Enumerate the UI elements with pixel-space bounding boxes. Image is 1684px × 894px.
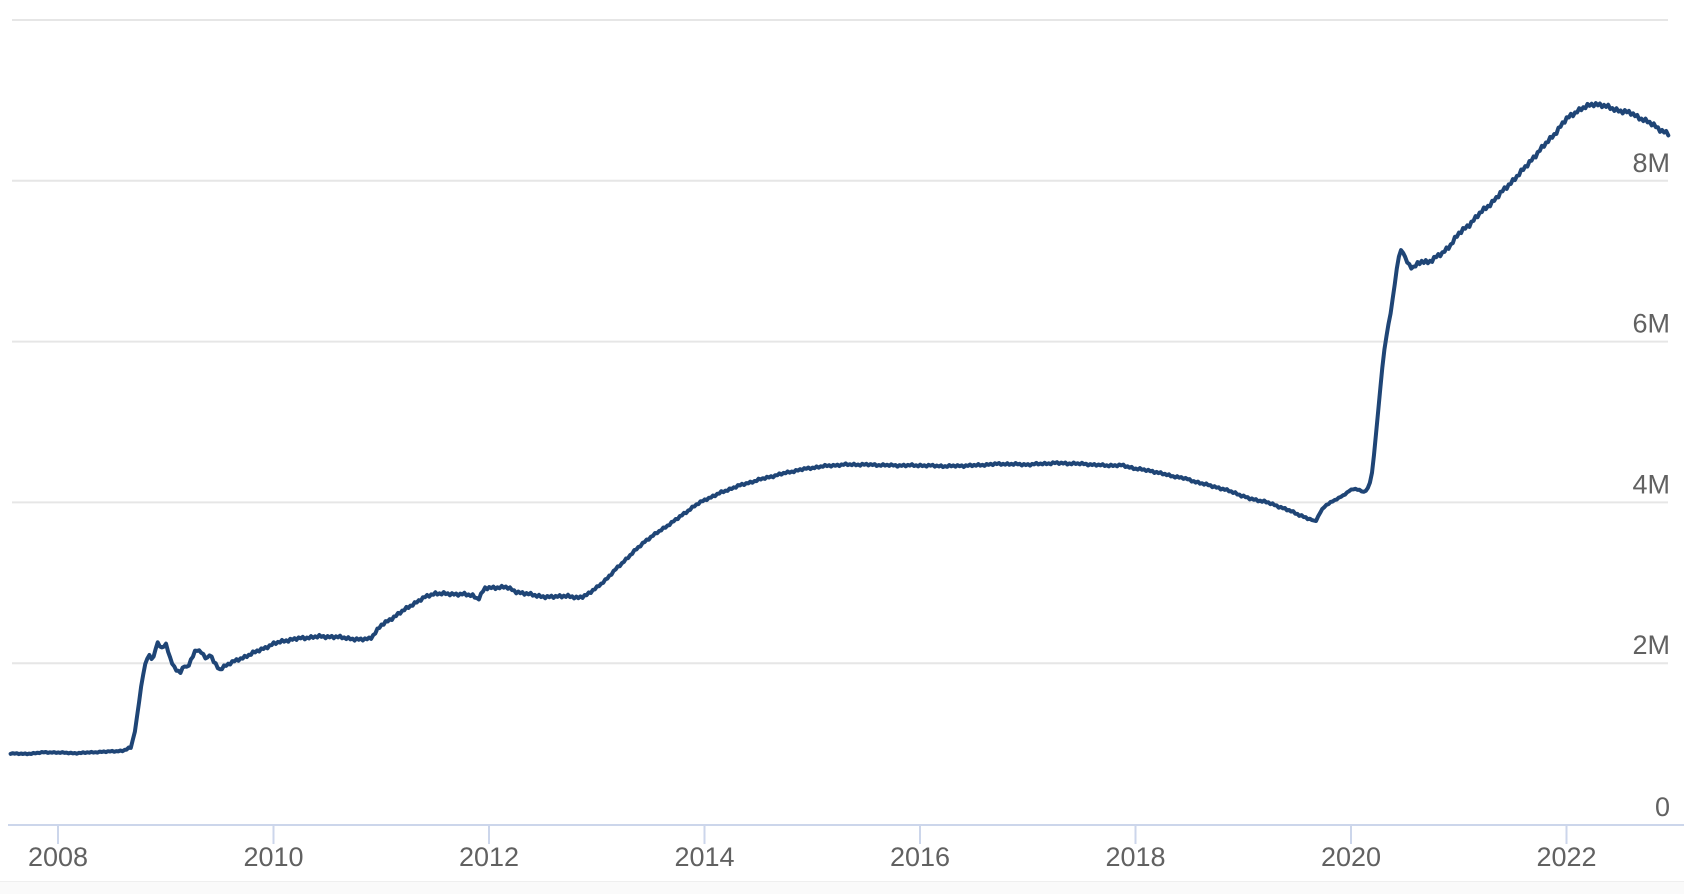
y-axis-label: 4M xyxy=(1632,469,1670,499)
y-axis-label: 0 xyxy=(1655,792,1670,822)
x-axis-label: 2018 xyxy=(1105,842,1165,872)
x-axis-label: 2016 xyxy=(890,842,950,872)
page-bottom-strip xyxy=(0,881,1684,894)
y-axis-label: 6M xyxy=(1632,309,1670,339)
series-line xyxy=(8,101,1671,757)
x-axis-label: 2012 xyxy=(459,842,519,872)
x-axis-label: 2008 xyxy=(28,842,88,872)
x-axis-label: 2014 xyxy=(674,842,734,872)
x-axis-label: 2020 xyxy=(1321,842,1381,872)
x-axis-label: 2022 xyxy=(1536,842,1596,872)
x-axis-label: 2010 xyxy=(243,842,303,872)
y-axis-label: 8M xyxy=(1632,148,1670,178)
y-axis-label: 2M xyxy=(1632,630,1670,660)
